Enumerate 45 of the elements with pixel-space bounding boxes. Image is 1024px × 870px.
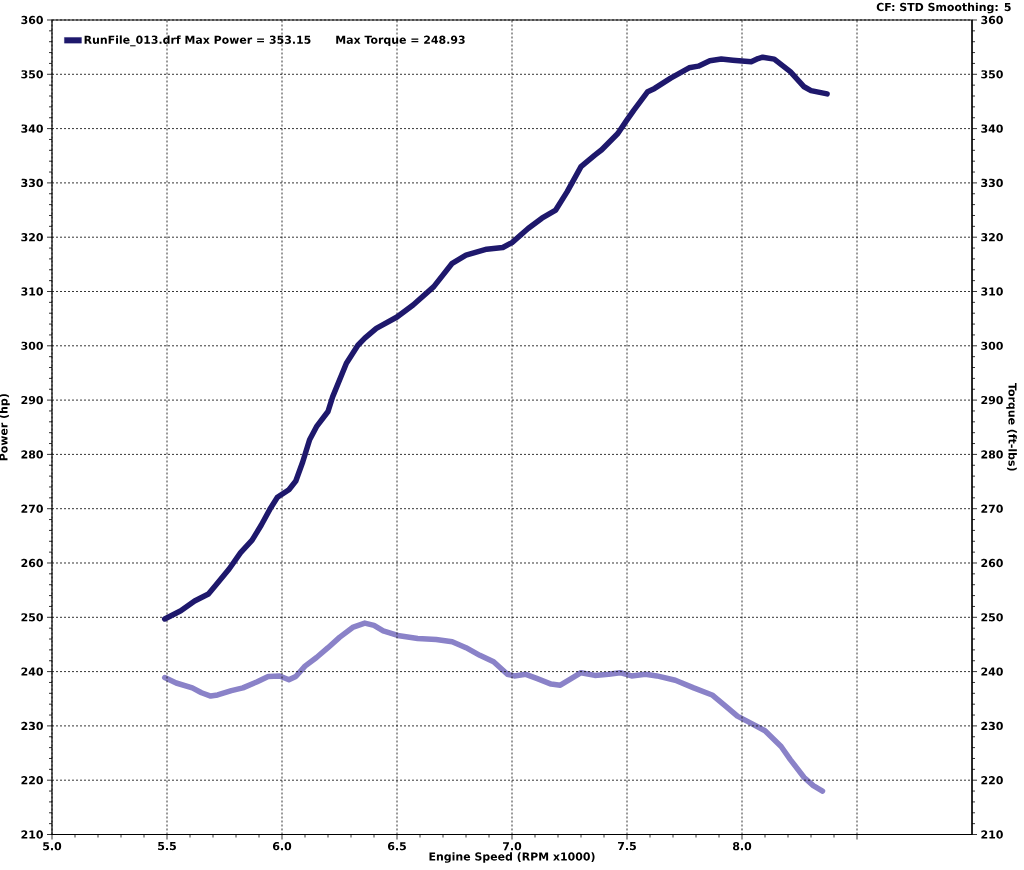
y-tick-label: 340 (21, 124, 43, 133)
y-tick-label: 240 (21, 667, 43, 676)
y-tick-label: 350 (21, 70, 43, 79)
x-tick-label: 6.0 (272, 842, 292, 851)
y-tick-label: 270 (21, 504, 43, 513)
x-axis-title: Engine Speed (RPM x1000) (429, 852, 595, 863)
y2-axis-title: Torque (ft-lbs) (1006, 383, 1017, 471)
x-tick-label: 5.5 (158, 842, 176, 851)
y2-tick-label: 300 (981, 341, 1003, 350)
y2-tick-label: 360 (981, 15, 1003, 25)
y2-tick-label: 310 (981, 287, 1003, 296)
y-tick-label: 290 (21, 395, 43, 405)
y-tick-label: 280 (21, 450, 43, 459)
y2-tick-label: 210 (981, 830, 1003, 839)
y2-tick-label: 290 (981, 395, 1003, 405)
y2-tick-label: 280 (981, 450, 1003, 459)
y2-tick-label: 350 (981, 70, 1003, 79)
y-tick-label: 210 (21, 830, 43, 839)
y2-tick-label: 220 (981, 776, 1003, 785)
x-tick-label: 7.5 (618, 842, 636, 851)
legend-label: RunFile_013.drf Max Power = 353.15 (84, 35, 311, 47)
y-tick-label: 300 (21, 341, 43, 350)
y-tick-label: 360 (21, 15, 43, 25)
annotation: Max Torque = 248.93 (336, 35, 465, 47)
y2-tick-label: 260 (981, 558, 1003, 568)
x-tick-label: 5.0 (43, 842, 62, 851)
y2-tick-label: 270 (981, 504, 1003, 513)
x-tick-label: 6.5 (387, 842, 406, 851)
y-tick-label: 260 (21, 558, 43, 568)
y-tick-label: 310 (21, 287, 43, 296)
y-tick-label: 220 (21, 776, 43, 785)
y2-tick-label: 330 (981, 178, 1003, 188)
y-tick-label: 230 (21, 721, 43, 731)
y-tick-label: 250 (21, 613, 43, 622)
y2-tick-label: 250 (981, 613, 1003, 622)
y2-tick-label: 240 (981, 667, 1003, 676)
y-axis-title: Power (hp) (0, 394, 10, 461)
x-tick-label: 7.0 (503, 842, 522, 851)
y-tick-label: 320 (21, 233, 43, 242)
y2-tick-label: 230 (981, 721, 1003, 731)
x-tick-label: 8.0 (732, 842, 752, 851)
y2-tick-label: 340 (981, 124, 1003, 133)
y-tick-label: 330 (21, 178, 43, 188)
text: CF: STD Smoothing: 5 (876, 2, 1011, 14)
y2-tick-label: 320 (981, 233, 1003, 242)
